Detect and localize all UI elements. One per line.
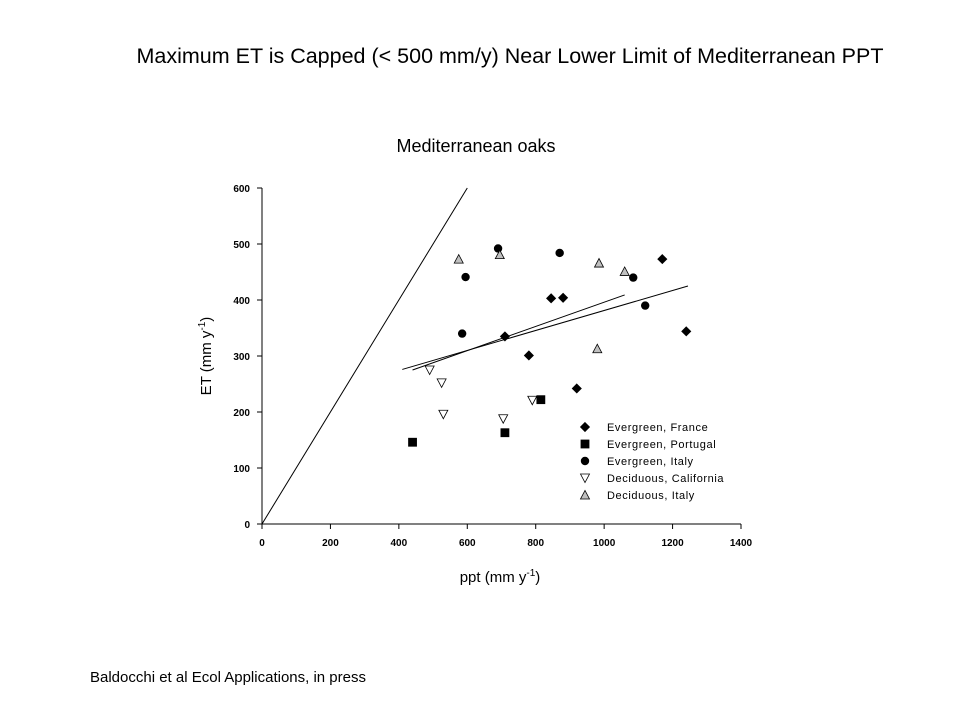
fit-line <box>261 187 468 525</box>
x-axis-ticks: 0 200 400 600 800 1000 1200 1400 <box>259 524 753 549</box>
data-point <box>546 293 557 304</box>
data-point <box>681 326 692 337</box>
y-tick-label: 400 <box>233 296 250 307</box>
x-axis-label: ppt (mm y-1) <box>460 568 541 586</box>
data-point <box>438 409 449 420</box>
legend-label: Evergreen, Portugal <box>607 439 716 451</box>
x-tick-label: 200 <box>322 538 339 549</box>
data-point <box>498 414 509 425</box>
legend: Evergreen, France Evergreen, Portugal Ever… <box>579 421 724 502</box>
y-tick-label: 0 <box>244 520 250 531</box>
x-tick-label: 1200 <box>661 538 684 549</box>
x-tick-label: 1000 <box>593 538 616 549</box>
legend-marker <box>580 456 590 466</box>
x-tick-label: 600 <box>459 538 476 549</box>
legend-label: Deciduous, California <box>607 473 724 485</box>
slide-title: Maximum ET is Capped (< 500 mm/y) Near L… <box>136 44 884 68</box>
data-point <box>641 301 650 310</box>
data-point <box>461 272 470 282</box>
fit-line <box>412 294 625 371</box>
data-point <box>657 254 668 265</box>
y-tick-label: 200 <box>233 408 250 419</box>
chart-title: Mediterranean oaks <box>396 136 555 156</box>
data-point <box>619 266 630 276</box>
data-points <box>408 244 692 447</box>
data-point <box>523 350 534 361</box>
x-tick-label: 800 <box>527 538 544 549</box>
data-point <box>453 253 464 264</box>
data-point <box>629 273 638 282</box>
legend-marker <box>579 489 591 500</box>
data-point <box>494 249 505 260</box>
data-point <box>571 383 582 394</box>
data-point <box>408 437 417 447</box>
data-point <box>436 378 447 389</box>
legend-marker <box>580 439 590 449</box>
data-point <box>527 395 538 406</box>
data-point <box>457 329 467 338</box>
data-point <box>499 331 510 342</box>
data-point <box>500 428 510 438</box>
legend-marker <box>579 421 591 433</box>
x-tick-label: 0 <box>259 538 265 549</box>
data-point <box>536 395 546 405</box>
fit-lines <box>261 187 689 525</box>
legend-label: Deciduous, Italy <box>607 490 695 502</box>
legend-label: Evergreen, Italy <box>607 456 694 468</box>
y-tick-label: 300 <box>233 352 250 363</box>
y-tick-label: 100 <box>233 464 250 475</box>
y-tick-label: 600 <box>233 184 250 195</box>
data-point <box>555 248 564 258</box>
fit-line <box>402 285 689 370</box>
data-point <box>592 343 603 354</box>
y-tick-label: 500 <box>233 240 250 251</box>
legend-label: Evergreen, France <box>607 422 708 434</box>
legend-marker <box>579 473 591 484</box>
x-tick-label: 1400 <box>730 538 753 549</box>
data-point <box>593 257 605 268</box>
data-point <box>424 365 435 376</box>
data-point <box>558 292 569 303</box>
y-axis-label: ET (mm y-1) <box>197 317 215 396</box>
citation: Baldocchi et al Ecol Applications, in pr… <box>90 669 366 686</box>
y-axis-ticks: 0 100 200 300 400 500 600 <box>233 184 262 531</box>
x-tick-label: 400 <box>391 538 408 549</box>
